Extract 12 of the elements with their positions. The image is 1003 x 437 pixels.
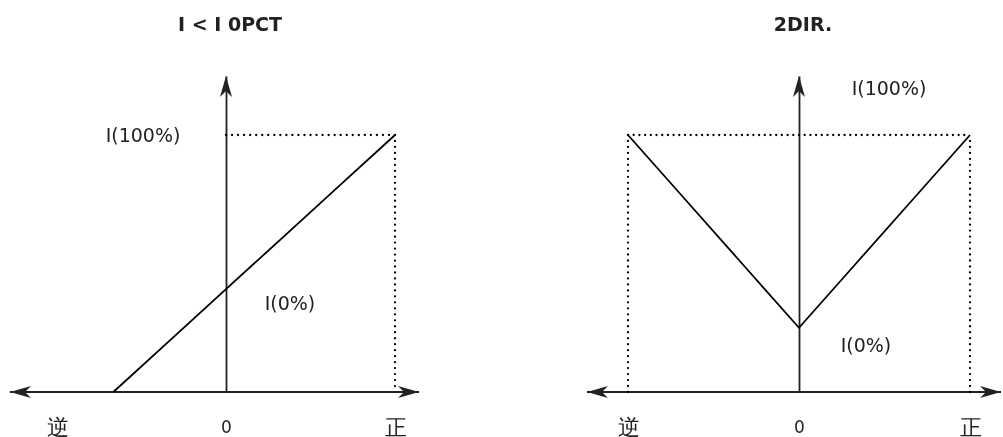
chart-title: 2DIR. bbox=[773, 13, 833, 35]
x-tick-label: 0 bbox=[221, 417, 232, 437]
x-tick-label: 逆 bbox=[46, 414, 69, 437]
annotation: I(0%) bbox=[264, 292, 316, 314]
x-tick-label: 正 bbox=[384, 414, 407, 437]
x-tick-label: 正 bbox=[959, 414, 982, 437]
chart-title: I < I 0PCT bbox=[178, 13, 283, 35]
x-tick-label: 逆 bbox=[617, 414, 640, 437]
annotation: I(100%) bbox=[105, 124, 181, 146]
annotation: I(0%) bbox=[840, 334, 892, 356]
x-tick-label: 0 bbox=[794, 417, 805, 437]
text: I(100%) bbox=[851, 77, 927, 99]
